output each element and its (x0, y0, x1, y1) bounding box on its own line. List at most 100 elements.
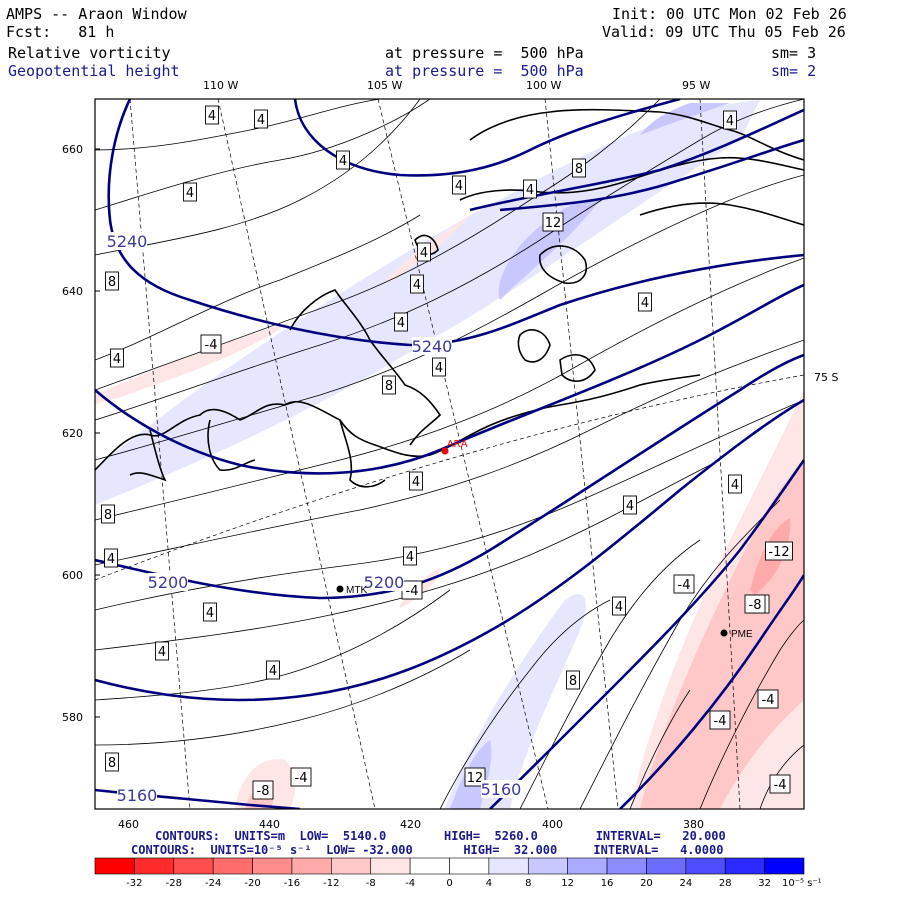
svg-text:4: 4 (726, 114, 734, 129)
vorticity-label: 4 (394, 312, 408, 332)
smoothing-1: sm= 3 (771, 44, 817, 62)
vorticity-label: -4 (290, 767, 312, 787)
colorbar-tick: 32 (758, 878, 771, 889)
coastlines (95, 108, 804, 488)
colorbar-swatch (567, 857, 608, 875)
height-contour-info: CONTOURS: UNITS=m LOW= 5140.0 HIGH= 5260… (155, 829, 726, 843)
svg-text:-8: -8 (257, 784, 270, 799)
vorticity-contour-info: CONTOURS: UNITS=10⁻⁵ s⁻¹ LOW= -32.000 HI… (131, 843, 724, 857)
svg-text:4: 4 (113, 352, 121, 367)
height-label: 5200 (364, 573, 404, 592)
plot-frame (94, 98, 805, 810)
svg-text:12: 12 (545, 216, 562, 231)
ellsworth-land (339, 419, 386, 488)
pressure-level-1: at pressure = 500 hPa (385, 44, 584, 62)
svg-text:-4: -4 (762, 693, 775, 708)
svg-text:8: 8 (108, 756, 116, 771)
svg-text:4: 4 (413, 278, 421, 293)
svg-text:4: 4 (412, 475, 420, 490)
height-label: 5240 (107, 232, 147, 251)
vorticity-label: 4 (203, 602, 217, 622)
height-contour-5240-ring (293, 99, 681, 177)
vorticity-label: 4 (254, 109, 268, 129)
positive-vorticity-lobe (640, 103, 730, 135)
colorbar-swatch (646, 857, 687, 875)
vorticity-label: 4 (432, 357, 446, 377)
svg-text:4: 4 (269, 664, 277, 679)
colorbar-tick: 0 (446, 878, 452, 889)
negative-vorticity-west (95, 322, 290, 404)
station-markers: ARA MTK PME (336, 439, 753, 640)
peninsula-coast (289, 289, 442, 446)
vorticity-label: 4 (410, 274, 424, 294)
station-ara-label: ARA (447, 439, 468, 450)
y-label-620: 620 (62, 427, 83, 440)
colorbar-tick: -16 (284, 878, 300, 889)
colorbar-swatch (212, 857, 253, 875)
colorbar-swatch (724, 857, 765, 875)
vorticity-label: -4 (709, 710, 731, 730)
map-title: AMPS -- Araon Window (6, 5, 187, 23)
svg-text:8: 8 (575, 162, 583, 177)
svg-text:4: 4 (339, 154, 347, 169)
vorticity-label: -12 (765, 541, 793, 561)
positive-vorticity-core (498, 199, 600, 300)
lat-lon-grid (95, 99, 804, 809)
ice-shelf-edge (129, 429, 167, 482)
vorticity-label: 4 (183, 182, 197, 202)
height-label: 5160 (481, 780, 521, 799)
height-label: 5200 (148, 573, 188, 592)
island-3 (559, 354, 596, 382)
y-label-580: 580 (62, 711, 83, 724)
colorbar-swatch (527, 857, 568, 875)
svg-text:4: 4 (406, 550, 414, 565)
init-time: Init: 00 UTC Mon 02 Feb 26 (612, 5, 847, 23)
height-contour-5160 (95, 788, 301, 809)
thwaites-coast (207, 419, 256, 472)
lon-label-100w: 100 W (526, 79, 561, 92)
svg-text:4: 4 (208, 109, 216, 124)
colorbar-tick-labels: -32 -28 -24 -20 -16 -12 -8 -4 0 4 8 12 16 20 24 28 32 (126, 878, 771, 889)
svg-text:4: 4 (397, 316, 405, 331)
station-pme-label: PME (731, 629, 753, 640)
svg-text:4: 4 (206, 606, 214, 621)
vorticity-label: -4 (769, 774, 791, 794)
vorticity-label: 8 (101, 504, 115, 524)
colorbar-tick: -8 (366, 878, 376, 889)
vorticity-label: 4 (638, 292, 652, 312)
northern-land (469, 108, 804, 161)
svg-text:-4: -4 (295, 771, 308, 786)
svg-text:4: 4 (615, 600, 623, 615)
axis-labels: 110 W 105 W 100 W 95 W 660 640 620 600 5… (62, 79, 838, 831)
svg-text:-4: -4 (678, 578, 691, 593)
svg-text:4: 4 (641, 296, 649, 311)
forecast-hour: Fcst: 81 h (6, 23, 115, 41)
x-label-380: 380 (683, 818, 704, 831)
vorticity-label: -8 (744, 594, 766, 614)
northern-land-3 (639, 202, 804, 226)
station-ara-marker (441, 447, 449, 455)
colorbar-swatch (252, 857, 293, 875)
height-contour-mid (499, 138, 804, 212)
vorticity-label: 4 (403, 546, 417, 566)
svg-text:-12: -12 (768, 545, 789, 560)
svg-text:4: 4 (731, 478, 739, 493)
vorticity-label: -4 (757, 689, 779, 709)
svg-text:5240: 5240 (412, 337, 453, 356)
colorbar-swatch (606, 857, 647, 875)
lon-label-110w: 110 W (203, 79, 238, 92)
colorbar-tick: 12 (561, 878, 574, 889)
y-label-660: 660 (62, 143, 83, 156)
colorbar-units: 10⁻⁵ s⁻¹ (782, 878, 822, 889)
y-label-640: 640 (62, 285, 83, 298)
vorticity-label: 8 (566, 670, 580, 690)
svg-text:4: 4 (455, 179, 463, 194)
height-label: 5160 (117, 786, 157, 805)
vorticity-label: 12 (464, 767, 486, 787)
svg-text:12: 12 (467, 771, 484, 786)
field-1-name: Relative vorticity (8, 44, 171, 62)
height-labels: 5240 5240 5200 5200 5160 5160 (107, 232, 521, 805)
vorticity-label: 4 (728, 474, 742, 494)
island-2 (517, 329, 551, 363)
